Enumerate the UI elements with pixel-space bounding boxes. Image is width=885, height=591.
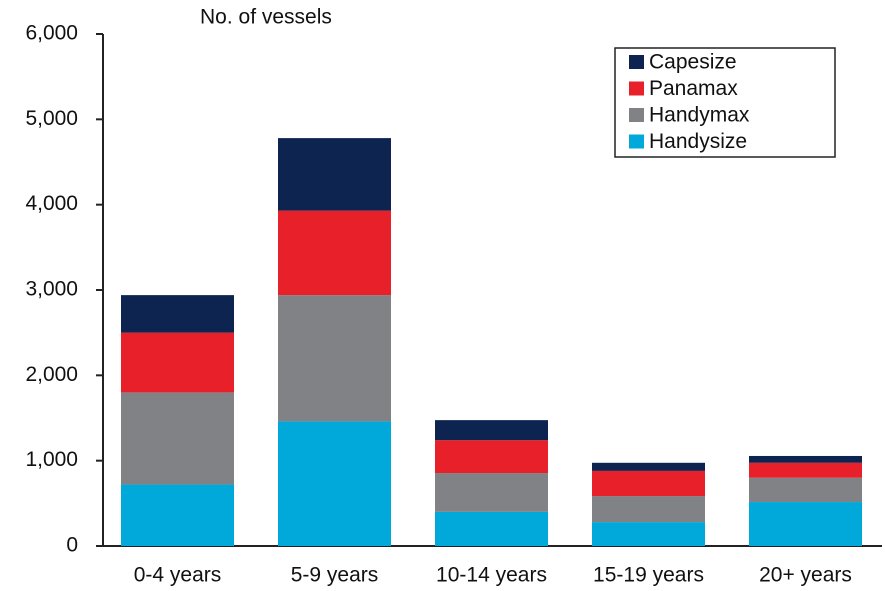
y-tick-label: 0 <box>66 534 78 557</box>
bar-segment <box>121 295 234 333</box>
x-tick-label: 15-19 years <box>593 564 704 587</box>
y-tick-label: 3,000 <box>25 278 78 301</box>
bar-segment <box>592 522 705 546</box>
bar-segment <box>592 470 705 497</box>
x-tick-label: 5-9 years <box>291 564 379 587</box>
y-tick-label: 1,000 <box>25 448 78 471</box>
bar-segment <box>121 392 234 485</box>
y-tick-label: 6,000 <box>25 22 78 45</box>
x-tick-label: 20+ years <box>759 564 852 587</box>
bar-segment <box>278 421 391 546</box>
bar-segment <box>592 462 705 471</box>
y-tick-label: 2,000 <box>25 363 78 386</box>
legend-swatch <box>629 134 644 149</box>
bar-segment <box>749 455 862 463</box>
legend-box <box>614 47 836 158</box>
bar-segment <box>435 473 548 512</box>
y-tick-label: 4,000 <box>25 192 78 215</box>
bar-segment <box>121 484 234 546</box>
bar-segment <box>278 138 391 211</box>
legend-swatch <box>629 55 644 69</box>
x-tick-label: 0-4 years <box>134 564 222 587</box>
legend-label: Capesize <box>649 51 737 74</box>
y-axis-label: No. of vessels <box>200 6 332 29</box>
bar-segment <box>121 332 234 393</box>
legend-swatch <box>629 81 644 96</box>
x-tick-label: 10-14 years <box>436 564 547 587</box>
legend-label: Handymax <box>649 104 750 127</box>
bar-segment <box>592 496 705 523</box>
legend-label: Panamax <box>649 77 738 100</box>
bar-segment <box>749 462 862 478</box>
legend-swatch <box>629 108 644 122</box>
bar-segment <box>278 210 391 296</box>
bar-segment <box>435 511 548 546</box>
bar-segment <box>278 295 391 422</box>
legend-label: Handysize <box>649 130 747 153</box>
bar-segment <box>435 420 548 441</box>
bar-segment <box>749 502 862 546</box>
bar-segment <box>749 477 862 503</box>
y-tick-label: 5,000 <box>25 107 78 130</box>
bar-segment <box>435 440 548 474</box>
